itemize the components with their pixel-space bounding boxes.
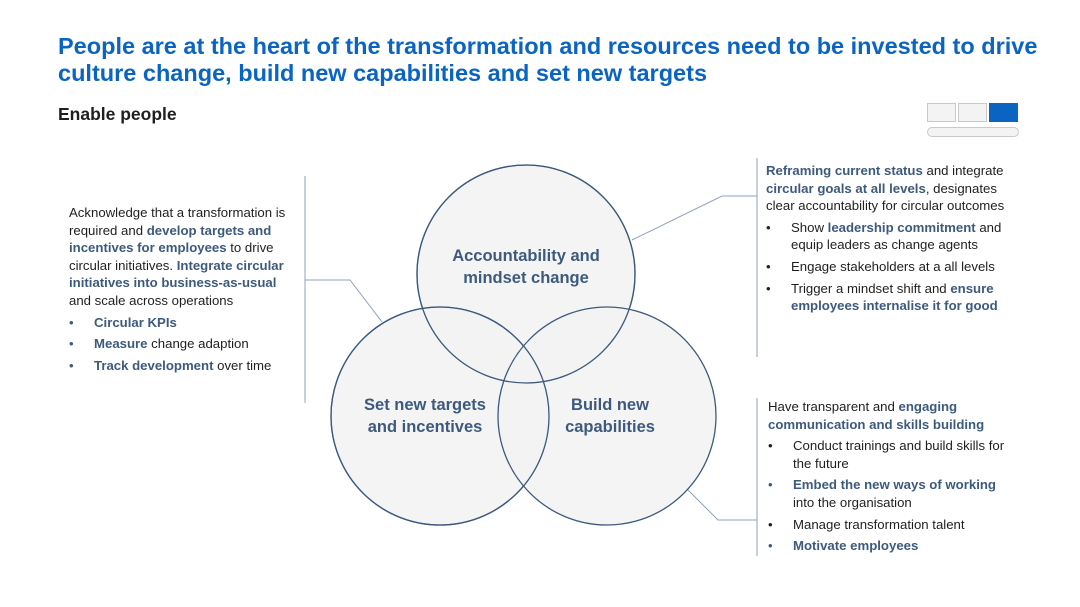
highlight-text: engaging communication and skills buildi… xyxy=(768,399,985,432)
body-text: change adaption xyxy=(147,336,249,352)
highlight-text: Motivate employees xyxy=(793,538,919,554)
body-text: Acknowledge that a transformation is req… xyxy=(69,205,286,238)
highlight-text: Measure xyxy=(94,336,148,352)
highlight-text: Track development xyxy=(94,357,214,373)
body-text: Conduct trainings and build skills for t… xyxy=(793,438,1005,471)
bullet-item: Circular KPIs xyxy=(69,314,294,332)
nav-base xyxy=(927,127,1019,137)
body-text: to drive circular initiatives. xyxy=(69,240,274,273)
circle-label-accountability: Accountability and mindset change xyxy=(452,247,600,287)
bullet-item: Show leadership commitment and equip lea… xyxy=(766,219,1016,254)
top-right-connector xyxy=(631,195,757,241)
top-right-block-bullets: Show leadership commitment and equip lea… xyxy=(766,219,1016,315)
top-right-text-block: Reframing current status and integrate c… xyxy=(766,162,1016,319)
circle-capabilities xyxy=(497,306,717,526)
bullet-item: Embed the new ways of working into the o… xyxy=(768,476,1013,511)
body-text: Have transparent and xyxy=(768,399,899,414)
page-title: People are at the heart of the transform… xyxy=(58,33,1038,86)
bottom-right-connector xyxy=(685,487,757,521)
highlight-text: develop targets and incentives for emplo… xyxy=(69,222,272,256)
body-text: Trigger a mindset shift and xyxy=(791,280,951,296)
highlight-text: leadership commitment xyxy=(827,219,976,235)
left-block-intro: Acknowledge that a transformation is req… xyxy=(69,204,294,310)
body-text: , designates clear accountability for ci… xyxy=(766,180,1005,214)
bullet-item: Trigger a mindset shift and ensure emplo… xyxy=(766,280,1016,315)
highlight-text: ensure employees internalise it for good xyxy=(791,280,998,314)
body-text: over time xyxy=(213,357,272,373)
top-right-block-intro: Reframing current status and integrate c… xyxy=(766,162,1016,215)
nav-section-1[interactable] xyxy=(927,103,956,122)
bottom-right-block-intro: Have transparent and engaging communicat… xyxy=(768,398,1013,433)
nav-section-3-active[interactable] xyxy=(989,103,1018,122)
body-text: Engage stakeholders at a all levels xyxy=(791,258,995,274)
bottom-right-text-block: Have transparent and engaging communicat… xyxy=(768,398,1013,559)
body-text: and equip leaders as change agents xyxy=(791,219,1002,253)
highlight-text: Embed the new ways of working xyxy=(793,477,996,493)
highlight-text: Reframing current status xyxy=(766,163,923,178)
bullet-item: Conduct trainings and build skills for t… xyxy=(768,437,1013,472)
body-text: Show xyxy=(791,219,828,235)
left-connector xyxy=(305,279,383,323)
bullet-item: Manage transformation talent xyxy=(768,516,1013,534)
highlight-text: Circular KPIs xyxy=(94,314,177,330)
highlight-text: circular goals at all levels xyxy=(766,180,926,196)
page-subtitle: Enable people xyxy=(58,104,177,124)
highlight-text: Integrate circular initiatives into busi… xyxy=(69,257,284,291)
bullet-item: Motivate employees xyxy=(768,537,1013,555)
nav-section-2[interactable] xyxy=(958,103,987,122)
circle-label-targets: Set new targets and incentives xyxy=(364,396,486,436)
bullet-item: Track development over time xyxy=(69,357,294,375)
left-block-bullets: Circular KPIs Measure change adaption Trac… xyxy=(69,314,294,375)
bullet-item: Engage stakeholders at a all levels xyxy=(766,258,1016,276)
body-text: and integrate xyxy=(922,163,1004,178)
section-navigator[interactable] xyxy=(927,103,1019,138)
left-text-block: Acknowledge that a transformation is req… xyxy=(69,204,294,378)
body-text: and scale across operations xyxy=(69,292,234,308)
body-text: into the organisation xyxy=(793,494,912,510)
bottom-right-block-bullets: Conduct trainings and build skills for t… xyxy=(768,437,1013,555)
body-text: Manage transformation talent xyxy=(793,516,965,532)
circle-label-capabilities: Build new capabilities xyxy=(565,396,655,436)
bullet-item: Measure change adaption xyxy=(69,335,294,353)
